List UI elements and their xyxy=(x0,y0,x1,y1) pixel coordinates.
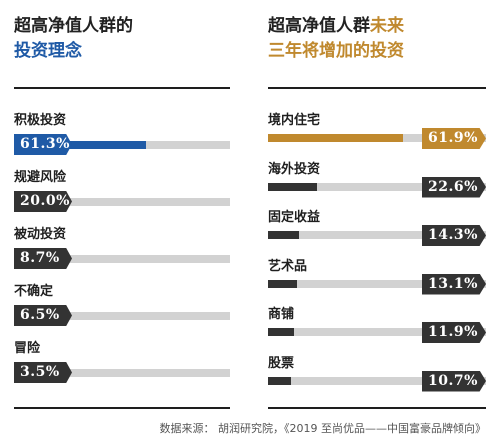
value-label: 6.5% xyxy=(14,305,72,326)
value-label: 10.7% xyxy=(422,370,486,392)
bar-track xyxy=(268,231,486,239)
bar-fill xyxy=(268,279,297,288)
left-bottom-rule xyxy=(14,407,230,409)
bar-track xyxy=(14,312,230,320)
bar-track xyxy=(14,255,230,263)
category-label: 冒险 xyxy=(14,341,41,356)
left-title-line2: 投资理念 xyxy=(14,41,82,61)
bar-track xyxy=(14,198,230,206)
bar-fill xyxy=(268,328,294,336)
right-title-line2: 三年将增加的投资 xyxy=(268,41,404,61)
right-title-line1-part1: 超高净值人群 xyxy=(268,16,370,36)
right-title-line1: 超高净值人群未来 xyxy=(268,15,404,37)
bar-fill xyxy=(268,231,300,239)
bar-track xyxy=(268,328,486,336)
category-label: 境内住宅 xyxy=(268,113,321,128)
left-top-rule xyxy=(14,87,230,89)
right-bottom-rule xyxy=(268,407,486,409)
value-label: 11.9% xyxy=(422,322,486,343)
category-label: 不确定 xyxy=(14,284,54,299)
category-label: 被动投资 xyxy=(14,227,67,242)
value-label: 61.9% xyxy=(422,128,486,149)
category-label: 规避风险 xyxy=(14,170,67,185)
value-label: 3.5% xyxy=(14,362,72,383)
value-label: 14.3% xyxy=(422,225,486,246)
bar-fill xyxy=(268,182,318,191)
bar-fill xyxy=(268,376,292,385)
source-note: 数据来源： 胡润研究院，《2019 至尚优品——中国富豪品牌倾向》 xyxy=(159,422,487,435)
value-label: 8.7% xyxy=(14,248,72,269)
value-label: 61.3% xyxy=(14,134,72,155)
value-label: 22.6% xyxy=(422,176,486,198)
bar-track xyxy=(14,369,230,377)
bar-fill xyxy=(14,141,147,149)
bar-fill xyxy=(268,134,403,142)
category-label: 商铺 xyxy=(268,307,295,322)
category-label: 艺术品 xyxy=(268,258,308,274)
bar-track xyxy=(268,376,486,385)
bar-track xyxy=(268,182,486,191)
value-label: 20.0% xyxy=(14,191,72,212)
right-title-line1-part2: 未来 xyxy=(370,16,404,36)
category-label: 固定收益 xyxy=(268,210,321,225)
value-label: 13.1% xyxy=(422,273,486,295)
left-title-line1: 超高净值人群的 xyxy=(14,16,133,36)
right-top-rule xyxy=(268,87,486,89)
category-label: 积极投资 xyxy=(14,113,67,128)
category-label: 海外投资 xyxy=(268,161,321,177)
category-label: 股票 xyxy=(268,355,295,371)
bar-track xyxy=(268,279,486,288)
